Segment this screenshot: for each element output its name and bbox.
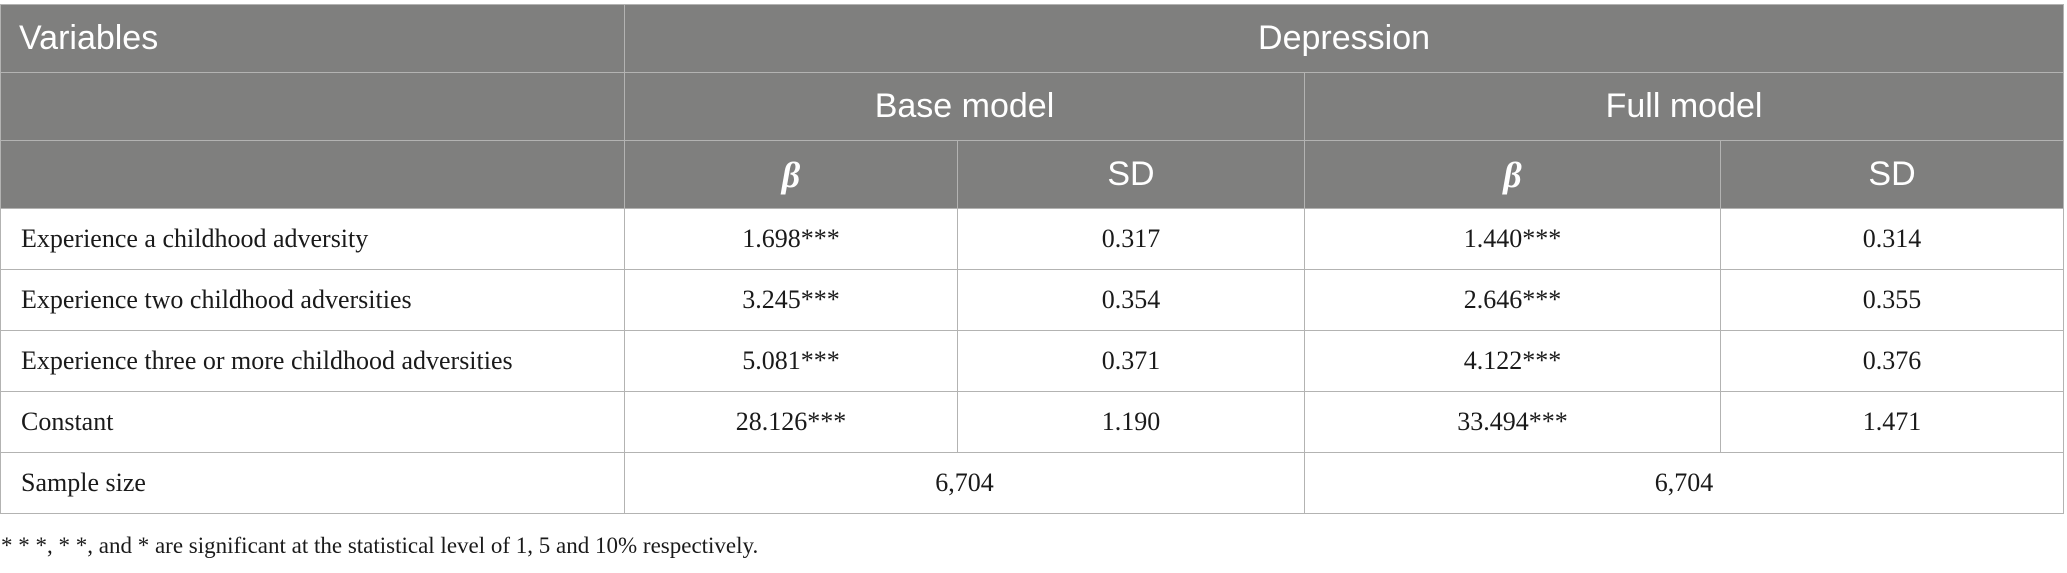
base-beta-cell: 28.126*** <box>624 391 958 453</box>
base-sd-header: SD <box>957 140 1305 209</box>
header-row-outcome: Variables Depression <box>0 4 2065 73</box>
row-label: Experience a childhood adversity <box>0 208 625 270</box>
full-beta-cell: 33.494*** <box>1304 391 1721 453</box>
empty-header-cell <box>0 72 625 141</box>
table-row: Experience three or more childhood adver… <box>0 330 2065 392</box>
full-sd-cell: 1.471 <box>1719 391 2065 453</box>
base-beta-cell: 3.245*** <box>624 269 958 331</box>
row-label: Experience three or more childhood adver… <box>0 330 625 392</box>
header-row-stats: β SD β SD <box>0 140 2065 209</box>
full-beta-cell: 4.122*** <box>1304 330 1721 392</box>
base-beta-cell: 1.698*** <box>624 208 958 270</box>
variables-header: Variables <box>0 4 625 73</box>
base-sd-cell: 0.371 <box>957 330 1305 392</box>
sample-size-label: Sample size <box>0 452 625 514</box>
depression-header: Depression <box>623 4 2065 73</box>
empty-header-cell <box>0 140 625 209</box>
full-sample-size: 6,704 <box>1303 452 2065 514</box>
full-model-header: Full model <box>1303 72 2065 141</box>
row-label: Constant <box>0 391 625 453</box>
full-sd-cell: 0.314 <box>1719 208 2065 270</box>
full-sd-cell: 0.376 <box>1719 330 2065 392</box>
full-beta-header: β <box>1304 140 1721 209</box>
table-row: Experience a childhood adversity 1.698**… <box>0 208 2065 270</box>
base-sd-cell: 0.354 <box>957 269 1305 331</box>
full-beta-cell: 2.646*** <box>1304 269 1721 331</box>
base-sd-cell: 0.317 <box>957 208 1305 270</box>
table-footnote: * * *, * *, and * are significant at the… <box>1 533 759 558</box>
base-beta-header: β <box>624 140 958 209</box>
row-label: Experience two childhood adversities <box>0 269 625 331</box>
table-row: Constant 28.126*** 1.190 33.494*** 1.471 <box>0 391 2065 453</box>
base-sample-size: 6,704 <box>624 452 1305 514</box>
base-beta-cell: 5.081*** <box>624 330 958 392</box>
table-header: Variables Depression Base model Full mod… <box>0 4 2065 209</box>
full-beta-cell: 1.440*** <box>1304 208 1721 270</box>
table-row: Experience two childhood adversities 3.2… <box>0 269 2065 331</box>
base-model-header: Base model <box>624 72 1305 141</box>
table-body: Experience a childhood adversity 1.698**… <box>0 208 2065 514</box>
sample-size-row: Sample size 6,704 6,704 <box>0 452 2065 514</box>
regression-table: Variables Depression Base model Full mod… <box>0 4 2065 514</box>
full-sd-header: SD <box>1719 140 2065 209</box>
header-row-models: Base model Full model <box>0 72 2065 141</box>
full-sd-cell: 0.355 <box>1719 269 2065 331</box>
base-sd-cell: 1.190 <box>957 391 1305 453</box>
